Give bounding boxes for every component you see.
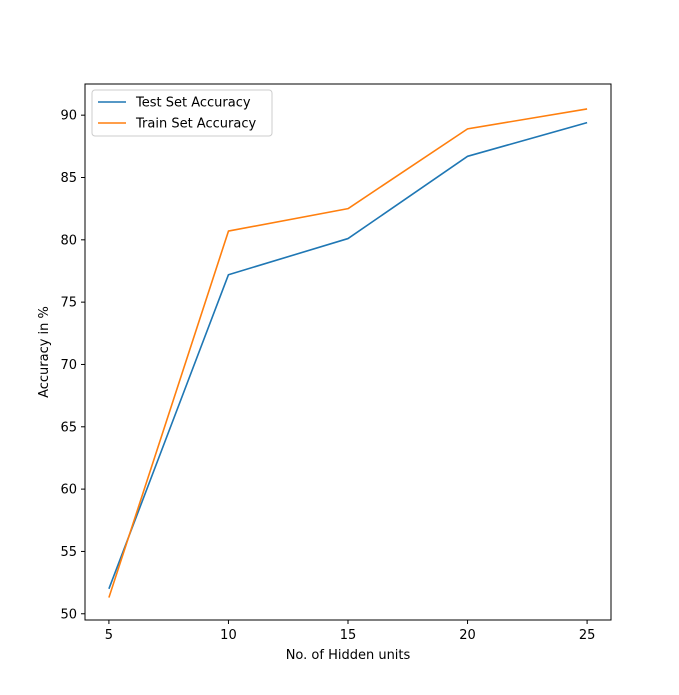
x-axis-label: No. of Hidden units xyxy=(286,648,411,663)
y-axis-ticks: 50 55 60 65 70 75 80 85 90 xyxy=(60,109,85,622)
series-layer xyxy=(108,108,588,598)
y-tick-label: 60 xyxy=(60,483,77,498)
y-tick-label: 90 xyxy=(60,109,77,124)
x-tick-label: 20 xyxy=(459,628,476,643)
x-tick-label: 10 xyxy=(220,628,237,643)
x-tick-label: 15 xyxy=(340,628,357,643)
y-tick-label: 50 xyxy=(60,607,77,622)
y-tick-label: 75 xyxy=(60,296,77,311)
x-axis-ticks: 5 10 15 20 25 xyxy=(105,620,596,643)
y-tick-label: 85 xyxy=(60,171,77,186)
series-line-test-set-accuracy xyxy=(108,121,588,590)
x-tick-label: 5 xyxy=(105,628,113,643)
legend-label: Train Set Accuracy xyxy=(135,117,256,132)
series-line-train-set-accuracy xyxy=(108,108,588,598)
plot-area xyxy=(85,84,611,620)
legend-label: Test Set Accuracy xyxy=(135,96,251,111)
legend: Test Set Accuracy Train Set Accuracy xyxy=(91,89,273,137)
y-axis-label: Accuracy in % xyxy=(37,306,52,398)
y-tick-label: 70 xyxy=(60,358,77,373)
y-tick-label: 65 xyxy=(60,420,77,435)
legend-box xyxy=(91,89,273,137)
y-tick-label: 80 xyxy=(60,233,77,248)
x-tick-label: 25 xyxy=(579,628,596,643)
y-tick-label: 55 xyxy=(60,545,77,560)
